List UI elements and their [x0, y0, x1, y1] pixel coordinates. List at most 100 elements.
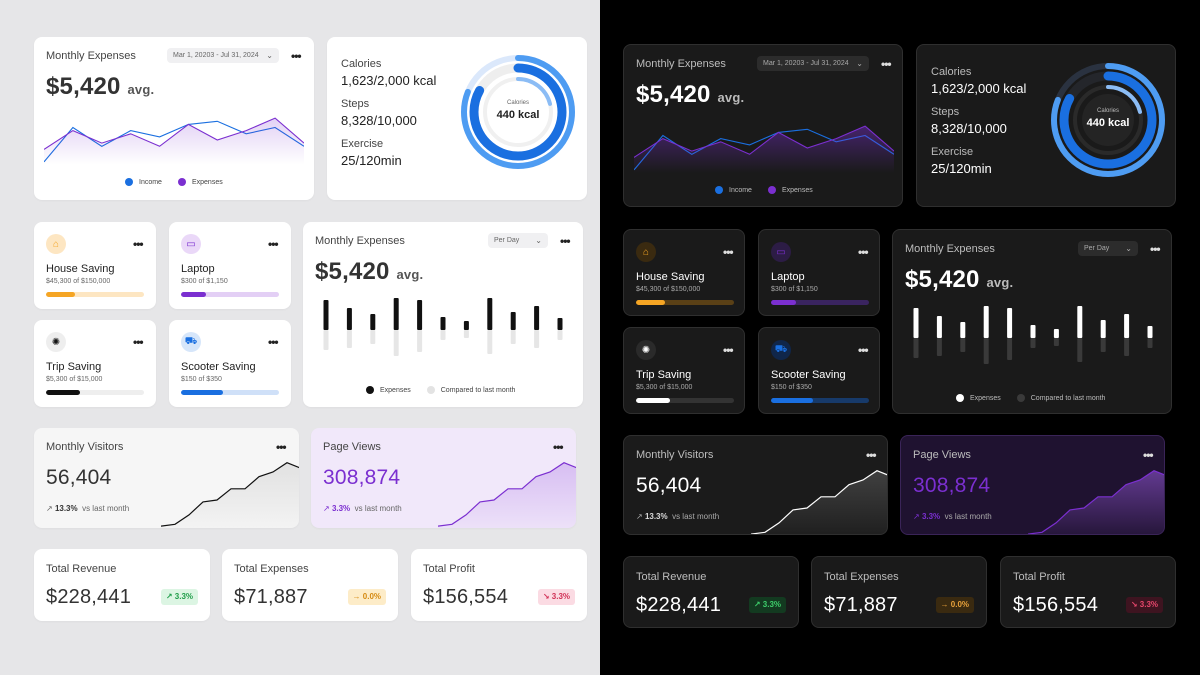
more-options-icon[interactable]: •••	[858, 245, 869, 259]
area-line	[1028, 470, 1164, 534]
ring-center-value: 440 kcal	[1086, 117, 1130, 129]
card-title: Monthly Expenses	[905, 243, 995, 255]
kpi-change-badge: ↗ 3.3%	[160, 589, 198, 605]
more-options-icon[interactable]: •••	[723, 343, 734, 357]
legend-expenses-label: Expenses	[781, 186, 813, 194]
more-options-icon[interactable]: •••	[866, 448, 877, 462]
compared-bar	[417, 330, 423, 352]
kpi-change-value: 3.3%	[1139, 600, 1158, 609]
more-options-icon[interactable]: •••	[1143, 448, 1154, 462]
saving-card[interactable]: ⛟ ••• Scooter Saving $150 of $350	[758, 327, 880, 414]
more-options-icon[interactable]: •••	[268, 237, 279, 251]
expense-bar	[1147, 326, 1153, 338]
date-range-select[interactable]: Mar 1, 20203 - Jul 31, 2024 ⌄	[757, 56, 869, 71]
visitors-change-note: vs last month	[82, 504, 130, 513]
area-fill	[161, 462, 299, 528]
ring-center-value: 440 kcal	[496, 109, 540, 121]
saving-card[interactable]: ▭ ••• Laptop $300 of $1,150	[169, 222, 291, 309]
visitors-change: ↗ 13.3% vs last month	[46, 504, 129, 513]
saving-name: Laptop	[771, 271, 805, 283]
period-select[interactable]: Per Day ⌄	[1078, 241, 1138, 256]
more-options-icon[interactable]: •••	[291, 49, 302, 63]
saving-amount: $45,300 of $150,000	[46, 278, 111, 285]
date-range-select[interactable]: Mar 1, 20203 - Jul 31, 2024 ⌄	[167, 48, 279, 63]
card-title: Monthly Expenses	[315, 235, 405, 247]
kpi-value: $156,554	[1013, 594, 1099, 616]
expense-bar	[417, 300, 423, 330]
expense-bar	[370, 314, 376, 330]
kpi-value: $156,554	[423, 586, 509, 608]
visitors-change-note: vs last month	[672, 512, 720, 521]
card-title: Monthly Visitors	[636, 449, 714, 461]
compared-bar	[487, 330, 493, 354]
light-theme-dashboard: Monthly Expenses Mar 1, 20203 - Jul 31, …	[0, 0, 600, 675]
more-options-icon[interactable]: •••	[553, 440, 564, 454]
chevron-down-icon: ⌄	[266, 51, 273, 60]
area-line	[438, 462, 576, 527]
kpi-card: Total Expenses $71,887 → 0.0%	[222, 549, 398, 621]
legend-expenses-label: Expenses	[191, 178, 223, 186]
monthly-visitors-card: Monthly Visitors ••• 56,404 ↗ 13.3% vs l…	[34, 428, 299, 528]
date-range-value: Mar 1, 20203 - Jul 31, 2024	[173, 52, 259, 59]
compared-bar	[1147, 338, 1153, 348]
compared-bar	[557, 330, 563, 340]
chart-legend: Expenses Compared to last month	[956, 394, 1105, 402]
ring-center-label: Calories	[506, 100, 529, 106]
saving-progress-fill	[46, 292, 76, 297]
more-options-icon[interactable]: •••	[560, 234, 571, 248]
avg-suffix: avg.	[717, 90, 745, 105]
steps-ring	[469, 63, 567, 161]
saving-card[interactable]: ▭ ••• Laptop $300 of $1,150	[758, 229, 880, 316]
arrow-up-right-icon: ↗	[323, 504, 330, 513]
page-views-change: ↗ 3.3% vs last month	[323, 504, 402, 513]
saving-name: House Saving	[46, 263, 115, 275]
compared-bar	[323, 330, 329, 350]
legend-compared-swatch	[1016, 394, 1025, 402]
kpi-change-value: 0.0%	[362, 592, 381, 601]
compared-bar	[393, 330, 399, 356]
more-options-icon[interactable]: •••	[723, 245, 734, 259]
saving-card[interactable]: ✺ ••• Trip Saving $5,300 of $15,000	[34, 320, 156, 407]
visitors-change: ↗ 13.3% vs last month	[636, 512, 719, 521]
page-views-change-note: vs last month	[944, 512, 992, 521]
saving-progress-fill	[181, 390, 224, 395]
saving-card[interactable]: ✺ ••• Trip Saving $5,300 of $15,000	[623, 327, 745, 414]
chart-legend: Income Expenses	[125, 178, 223, 186]
saving-progress-fill	[636, 300, 666, 305]
more-options-icon[interactable]: •••	[133, 335, 144, 349]
activity-rings: Calories 440 kcal	[458, 52, 578, 172]
steps-ring	[1059, 71, 1157, 169]
trend-flat-icon: →	[352, 592, 361, 601]
compared-bar	[960, 338, 966, 352]
expenses-area	[634, 126, 894, 173]
expense-bar	[1030, 325, 1036, 338]
saving-card[interactable]: ⌂ ••• House Saving $45,300 of $150,000	[623, 229, 745, 316]
page-views-area-chart	[438, 462, 576, 528]
expense-bar	[1100, 320, 1106, 338]
saving-card[interactable]: ⛟ ••• Scooter Saving $150 of $350	[169, 320, 291, 407]
card-title: Page Views	[913, 449, 971, 461]
calories-ring	[461, 55, 575, 169]
kpi-value: $228,441	[636, 594, 722, 616]
more-options-icon[interactable]: •••	[268, 335, 279, 349]
kpi-card: Total Expenses $71,887 → 0.0%	[811, 556, 987, 628]
saving-card[interactable]: ⌂ ••• House Saving $45,300 of $150,000	[34, 222, 156, 309]
more-options-icon[interactable]: •••	[276, 440, 287, 454]
period-value: Per Day	[494, 237, 520, 244]
more-options-icon[interactable]: •••	[858, 343, 869, 357]
legend-expenses-swatch	[366, 386, 374, 394]
period-select[interactable]: Per Day ⌄	[488, 233, 548, 248]
more-options-icon[interactable]: •••	[1150, 242, 1161, 256]
steps-value: 8,328/10,000	[341, 113, 417, 128]
expenses-line	[44, 117, 304, 150]
legend-compared-label: Compared to last month	[1030, 394, 1106, 402]
kpi-card: Total Revenue $228,441 ↗ 3.3%	[34, 549, 210, 621]
expense-bar	[936, 316, 942, 338]
more-options-icon[interactable]: •••	[133, 237, 144, 251]
laptop-icon: ▭	[771, 242, 791, 262]
saving-progress-track	[636, 398, 734, 403]
expense-bar	[1007, 308, 1013, 338]
more-options-icon[interactable]: •••	[881, 57, 892, 71]
legend-income-label: Income	[729, 186, 752, 194]
kpi-change-value: 0.0%	[950, 600, 969, 609]
